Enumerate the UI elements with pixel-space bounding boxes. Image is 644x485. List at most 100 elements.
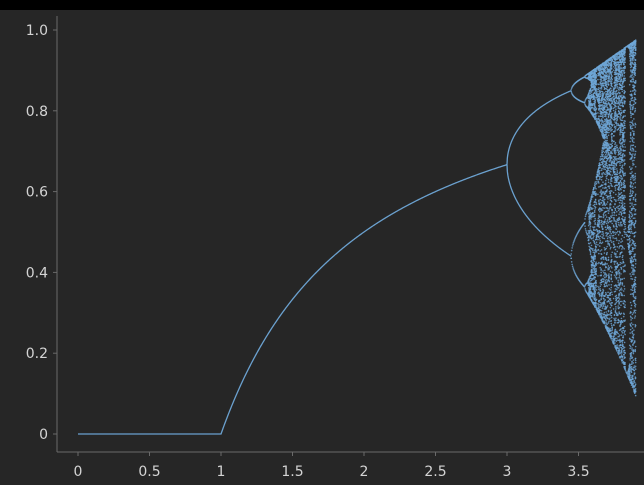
attractor-point (608, 210, 610, 212)
attractor-point (610, 115, 613, 117)
attractor-point (616, 102, 618, 105)
attractor-point (621, 278, 624, 280)
attractor-point (604, 122, 607, 125)
attractor-point (621, 88, 624, 91)
attractor-point (616, 118, 619, 121)
attractor-point (611, 339, 614, 342)
attractor-point (629, 131, 632, 134)
attractor-point (631, 219, 633, 222)
attractor-point (631, 317, 634, 320)
attractor-point (592, 278, 594, 281)
attractor-point (584, 228, 587, 230)
attractor-point (632, 359, 635, 361)
attractor-point (585, 229, 587, 232)
attractor-point (589, 275, 592, 278)
attractor-point (620, 199, 622, 202)
attractor-point (633, 380, 636, 382)
attractor-point (592, 211, 594, 214)
attractor-point (600, 101, 603, 104)
attractor-point (617, 148, 619, 150)
attractor-point (622, 265, 625, 268)
attractor-point (615, 228, 618, 230)
attractor-point (629, 338, 631, 341)
attractor-point (614, 255, 617, 258)
attractor-point (607, 265, 610, 267)
attractor-point (611, 96, 614, 99)
attractor-point (593, 95, 596, 98)
attractor-point (603, 168, 605, 170)
attractor-point (624, 126, 626, 129)
attractor-point (602, 162, 604, 165)
attractor-point (628, 166, 631, 168)
attractor-point (620, 109, 622, 112)
attractor-point (613, 274, 616, 276)
attractor-point (622, 329, 625, 332)
attractor-point (618, 103, 621, 105)
attractor-point (618, 311, 620, 313)
attractor-point (604, 153, 607, 156)
attractor-point (622, 202, 624, 204)
attractor-point (629, 357, 631, 360)
attractor-point (624, 361, 626, 364)
attractor-point (606, 220, 608, 223)
attractor-point (619, 133, 621, 136)
attractor-point (630, 311, 632, 314)
attractor-point (601, 160, 604, 162)
attractor-point (629, 232, 632, 234)
attractor-point (610, 265, 612, 268)
attractor-point (605, 191, 608, 193)
attractor-point (590, 218, 592, 220)
attractor-point (629, 137, 632, 139)
attractor-point (617, 205, 619, 208)
attractor-point (606, 285, 608, 287)
attractor-point (632, 323, 634, 326)
attractor-point (592, 207, 594, 210)
attractor-point (623, 194, 626, 197)
attractor-point (584, 215, 587, 218)
attractor-point (633, 159, 635, 162)
attractor-point (618, 275, 621, 277)
attractor-point (603, 207, 606, 209)
attractor-point (608, 275, 610, 278)
attractor-point (607, 83, 610, 85)
attractor-point (622, 83, 624, 85)
attractor-point (611, 327, 614, 330)
attractor-point (629, 152, 631, 155)
attractor-point (618, 189, 620, 191)
attractor-point (604, 276, 606, 279)
attractor-point (628, 371, 631, 373)
attractor-point (631, 130, 634, 132)
attractor-point (592, 261, 594, 264)
attractor-point (613, 218, 615, 221)
attractor-point (601, 119, 604, 122)
attractor-point (589, 222, 592, 224)
attractor-point (629, 301, 632, 304)
attractor-point (617, 296, 620, 299)
attractor-point (614, 171, 616, 173)
attractor-point (601, 199, 604, 202)
attractor-point (622, 195, 624, 197)
attractor-point (610, 289, 612, 291)
attractor-point (629, 328, 632, 331)
attractor-point (605, 72, 608, 74)
attractor-point (623, 349, 626, 352)
attractor-point (620, 197, 622, 199)
attractor-point (589, 202, 591, 205)
attractor-point (585, 213, 587, 216)
attractor-point (632, 265, 635, 267)
attractor-point (614, 121, 616, 123)
attractor-point (602, 258, 605, 261)
attractor-point (602, 237, 604, 240)
attractor-point (620, 183, 623, 186)
attractor-point (606, 305, 609, 307)
attractor-point (610, 260, 613, 263)
attractor-point (597, 78, 599, 81)
attractor-point (616, 286, 619, 289)
attractor-point (631, 150, 633, 152)
attractor-point (631, 204, 633, 206)
attractor-point (608, 80, 611, 83)
attractor-point (602, 234, 605, 237)
attractor-point (616, 221, 618, 223)
attractor-point (623, 198, 625, 200)
attractor-point (616, 226, 619, 228)
